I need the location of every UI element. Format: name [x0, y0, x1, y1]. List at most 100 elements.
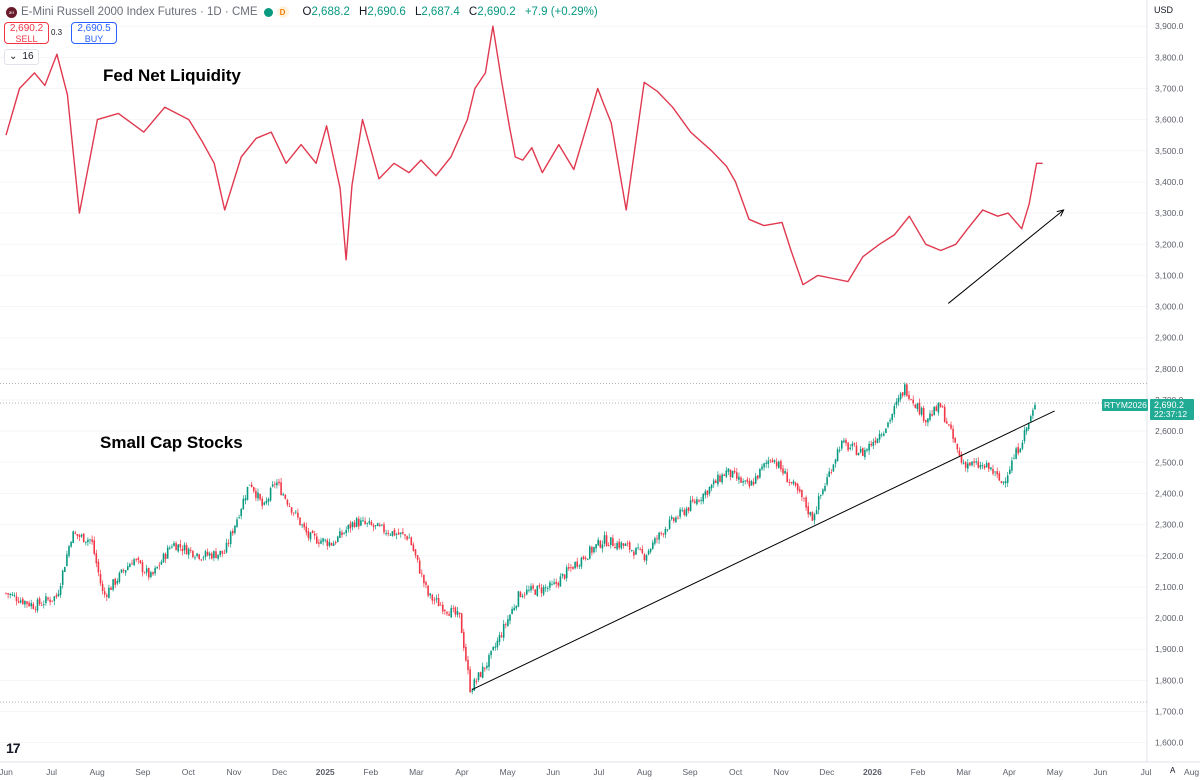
fed-net-liquidity-series [5, 25, 1043, 286]
candle-body [89, 539, 91, 541]
candle-body [34, 609, 37, 611]
symbol-title[interactable]: E-Mini Russell 2000 Index Futures [21, 6, 197, 18]
candle-body [17, 601, 20, 603]
candle-body [246, 486, 249, 500]
candle-body [681, 509, 683, 511]
candle-body [696, 499, 698, 505]
candle-body [517, 591, 520, 607]
candle-body [364, 521, 366, 524]
candle-body [263, 502, 266, 505]
candle-body [402, 531, 404, 534]
candle-body [731, 470, 734, 478]
candle-body [116, 580, 119, 584]
candle-body [435, 598, 438, 600]
candle-body [1019, 448, 1022, 453]
volume-toggle[interactable]: ⌄ 16 [4, 49, 39, 65]
time-tick-label: Mar [956, 767, 971, 777]
buy-button[interactable]: 2,690.5 BUY [71, 22, 117, 44]
candle-body [811, 512, 814, 521]
candle-body [437, 598, 440, 607]
trendlines[interactable] [471, 209, 1065, 691]
candle-body [118, 572, 121, 582]
candle-body [992, 468, 994, 474]
candle-body [40, 604, 43, 606]
candle-body [137, 557, 140, 560]
candle-body [349, 523, 352, 529]
candle-body [1021, 442, 1024, 449]
candle-body [324, 539, 326, 541]
candle-body [935, 406, 938, 411]
candle-body [318, 542, 320, 544]
candle-body [366, 522, 368, 524]
candle-body [486, 665, 488, 668]
time-scale-ticks[interactable]: Jun Jul Aug Sep Oct Nov Dec 2025 Feb Mar Apr May Jun… [0, 767, 1199, 777]
candle-body [805, 497, 807, 508]
candle-body [393, 529, 396, 536]
candle-body [855, 445, 858, 456]
support-trendline[interactable] [471, 410, 1055, 691]
candle-body [481, 666, 484, 678]
candle-body [288, 505, 291, 507]
candlestick-series[interactable] [5, 382, 1036, 695]
candle-body [765, 462, 767, 464]
annotation-fed-net-liquidity[interactable]: Fed Net Liquidity [103, 66, 241, 85]
candle-body [750, 480, 753, 486]
candle-body [301, 524, 303, 526]
fed-net-liquidity-line [5, 25, 1043, 286]
time-tick-label: Jul [46, 767, 57, 777]
annotation-small-cap-stocks[interactable]: Small Cap Stocks [100, 433, 243, 452]
candle-body [276, 482, 278, 486]
candle-body [334, 541, 337, 544]
candle-body [351, 522, 354, 528]
candle-body [912, 399, 914, 404]
candle-body [93, 540, 95, 554]
candle-body [628, 542, 631, 550]
candle-body [618, 541, 620, 548]
candle-body [1015, 448, 1017, 459]
auto-scale-button[interactable]: A [1170, 766, 1176, 775]
candle-body [922, 407, 925, 421]
time-tick-label: Apr [455, 767, 468, 777]
candle-body [847, 442, 849, 451]
candle-body [444, 609, 446, 611]
candle-body [925, 420, 927, 423]
candle-body [666, 529, 669, 531]
candle-body [633, 551, 635, 556]
tradingview-logo-icon[interactable]: 17 [6, 740, 21, 756]
delayed-data-badge[interactable]: D [276, 6, 289, 18]
candle-body [534, 589, 536, 595]
candle-body [391, 531, 394, 536]
candle-body [190, 549, 192, 551]
candle-body [624, 543, 627, 546]
candle-body [784, 470, 786, 474]
countdown-text: 22:37:12 [1154, 409, 1187, 419]
candle-body [185, 545, 188, 555]
candle-body [129, 564, 131, 568]
candle-body [733, 470, 736, 473]
candle-body [607, 545, 610, 547]
candle-body [110, 587, 112, 590]
sell-button[interactable]: 2,690.2 SELL [4, 22, 49, 44]
price-tick-label: 2,100.0 [1155, 582, 1184, 592]
trend-arrow-line[interactable] [947, 209, 1064, 304]
price-scale-ticks[interactable]: 3,900.0 3,800.0 3,700.0 3,600.0 3,500.0 3,400… [1155, 21, 1184, 747]
candle-body [862, 448, 864, 457]
symbol-header[interactable]: 2!! E-Mini Russell 2000 Index Futures · … [6, 4, 604, 20]
interval-label[interactable]: 1D [207, 6, 222, 18]
currency-selector[interactable]: USD [1154, 5, 1174, 15]
price-tick-label: 2,500.0 [1155, 457, 1184, 467]
price-tick-label: 3,800.0 [1155, 52, 1184, 62]
candle-body [492, 646, 494, 650]
candle-body [626, 543, 629, 545]
exchange-logo-icon: 2!! [6, 6, 17, 18]
candle-body [918, 402, 921, 415]
candle-body [460, 613, 463, 634]
candle-body [175, 543, 177, 551]
candle-body [15, 596, 18, 602]
candle-body [649, 548, 652, 552]
time-tick-label: Aug [1184, 767, 1199, 777]
candle-body [383, 524, 385, 533]
price-tick-label: 2,600.0 [1155, 426, 1184, 436]
price-tick-label: 2,300.0 [1155, 520, 1184, 530]
